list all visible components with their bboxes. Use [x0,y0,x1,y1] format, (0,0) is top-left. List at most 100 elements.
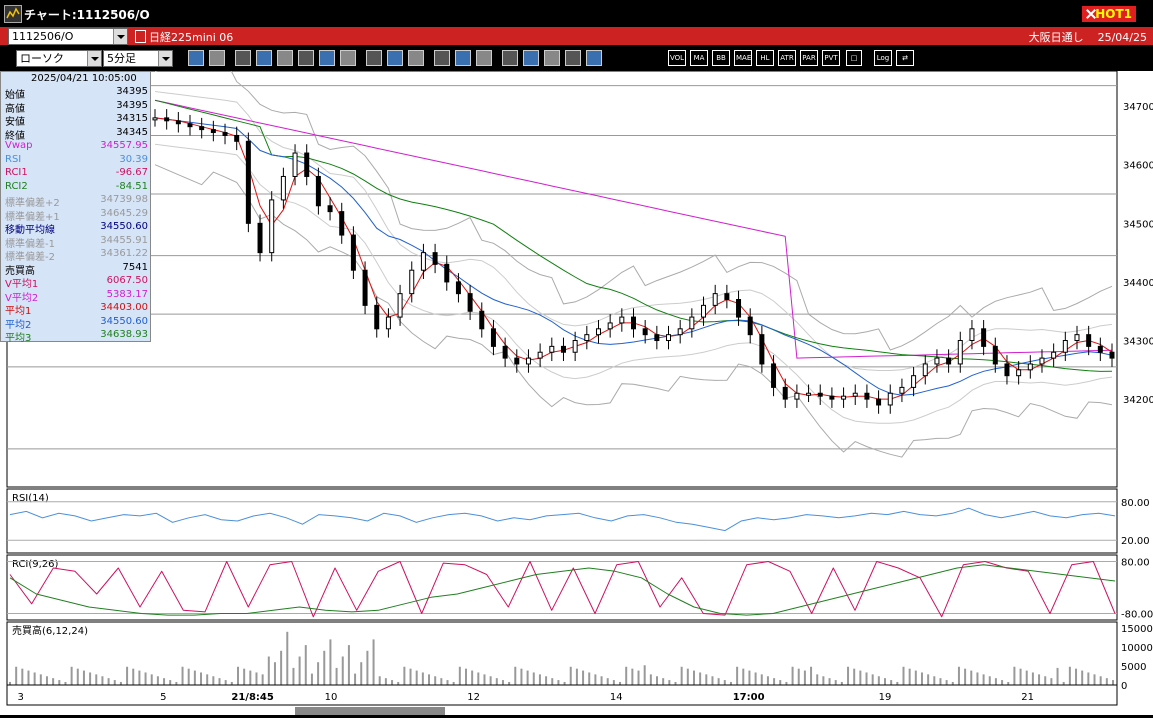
candle-body [911,375,917,388]
candle-body [409,269,415,295]
candle-body [887,392,893,406]
candle-body [210,129,216,134]
candle-body [876,398,882,406]
candle-body [1016,369,1022,377]
candle-body [595,328,601,336]
indicator-button-8[interactable]: □ [846,50,862,66]
info-row: RCI1 -96.67 [5,167,148,180]
paste-icon[interactable] [502,50,518,66]
flag-icon[interactable] [565,50,581,66]
info-row: Vwap 34557.95 [5,140,148,153]
chart-type-combo[interactable]: ローソク [16,50,102,67]
crosshair-icon[interactable] [209,50,225,66]
settings-icon[interactable] [434,50,450,66]
candle-body [782,386,788,400]
indicator-button-6[interactable]: PAR [800,50,818,66]
volume-tick-label: 10000 [1121,643,1153,654]
rci2-line [9,564,1116,616]
candle-body [701,304,707,318]
prev-icon[interactable] [387,50,403,66]
candle-body [420,252,426,271]
info-row: 標準偏差-1 34455.91 [5,234,148,250]
chart-area[interactable]: 34700 34600 34500 34400 34300 34200 RSI(14) 80.… [0,58,1153,715]
candle-body [164,117,170,122]
chevron-down-icon[interactable] [87,51,101,66]
chevron-down-icon[interactable] [158,51,172,66]
pointer-icon[interactable] [298,50,314,66]
candle-body [245,140,251,224]
candle-body [981,328,987,347]
price-chart[interactable]: 34700 34600 34500 34400 34300 34200 RSI(14) 80.… [0,58,1153,715]
palette-icon[interactable] [476,50,492,66]
candle-body [771,363,777,388]
disabled-icon[interactable] [586,50,602,66]
rci-pane [6,554,1118,621]
info-value: 34403.00 [100,302,148,313]
info-value: 34455.91 [100,234,148,246]
candle-body [269,199,275,254]
indicator-button-7[interactable]: PVT [822,50,840,66]
info-key: 終値 [5,130,25,142]
candle-body [736,299,742,318]
vbar-icon[interactable] [366,50,382,66]
interval-combo[interactable]: 5分足 [103,50,173,67]
info-row: RSI 30.39 [5,154,148,167]
candle-body [852,392,858,397]
zoom-icon[interactable] [188,50,204,66]
pen-icon[interactable] [235,50,251,66]
chart-icon[interactable] [544,50,560,66]
bb-lower-line [154,164,1113,458]
candle-body [642,328,648,336]
candle-body [829,395,835,400]
scrollbar-thumb [295,707,445,715]
instrument-bar: 1112506/O 日経225mini 06 大阪日通し 25/04/25 [0,27,1153,45]
close-icon[interactable] [1085,8,1097,20]
candle-body [957,340,963,365]
candle-body [479,310,485,330]
candle-body [619,316,625,324]
price-tick-label: 34200 [1123,395,1153,406]
hot-badge[interactable]: HOT1 [1082,6,1136,22]
price-tick-label: 34400 [1123,278,1153,289]
info-key: RSI [5,153,22,165]
indicator-button-5[interactable]: ATR [778,50,796,66]
indicator-button-2[interactable]: BB [712,50,730,66]
rci-tick-label: -80.00 [1121,610,1153,621]
info-key: V平均1 [5,279,39,290]
info-value: 30.39 [119,153,148,165]
candle-body [280,175,286,201]
indicator-button-9[interactable]: Log [874,50,892,66]
code-value: 1112506/O [12,30,74,43]
note-icon[interactable] [319,50,335,66]
candle-body [175,120,181,125]
indicator-button-0[interactable]: VOL [668,50,686,66]
sma-mid-line [154,117,1113,396]
info-row: 標準偏差-2 34361.22 [5,248,148,263]
info-value: -84.51 [115,180,148,192]
indicator-button-1[interactable]: MA [690,50,708,66]
info-row: V平均1 6067.50 [5,275,148,290]
info-value: 6067.50 [106,275,148,286]
tools-icon[interactable] [455,50,471,66]
candle-body [1039,357,1045,365]
trash-icon[interactable] [340,50,356,66]
candle-body [689,316,695,330]
candle-body [549,345,555,353]
code-combo[interactable]: 1112506/O [8,28,128,45]
info-key: 標準偏差-1 [5,238,55,250]
info-row: 標準偏差+2 34739.98 [5,194,148,209]
indicator-button-4[interactable]: HL [756,50,774,66]
candle-body [514,357,520,365]
candle-body [817,392,823,397]
indicator-button-10[interactable]: ⇄ [896,50,914,66]
price-tick-label: 34600 [1123,161,1153,172]
all-icon[interactable] [408,50,424,66]
search-icon[interactable] [523,50,539,66]
date-label: 25/04/25 [1097,31,1147,44]
indicator-button-3[interactable]: MAE [734,50,752,66]
cursor-icon[interactable] [277,50,293,66]
eraser-icon[interactable] [256,50,272,66]
chevron-down-icon[interactable] [113,29,127,44]
x-tick-label: 14 [610,692,623,703]
candle-body [1074,334,1080,342]
